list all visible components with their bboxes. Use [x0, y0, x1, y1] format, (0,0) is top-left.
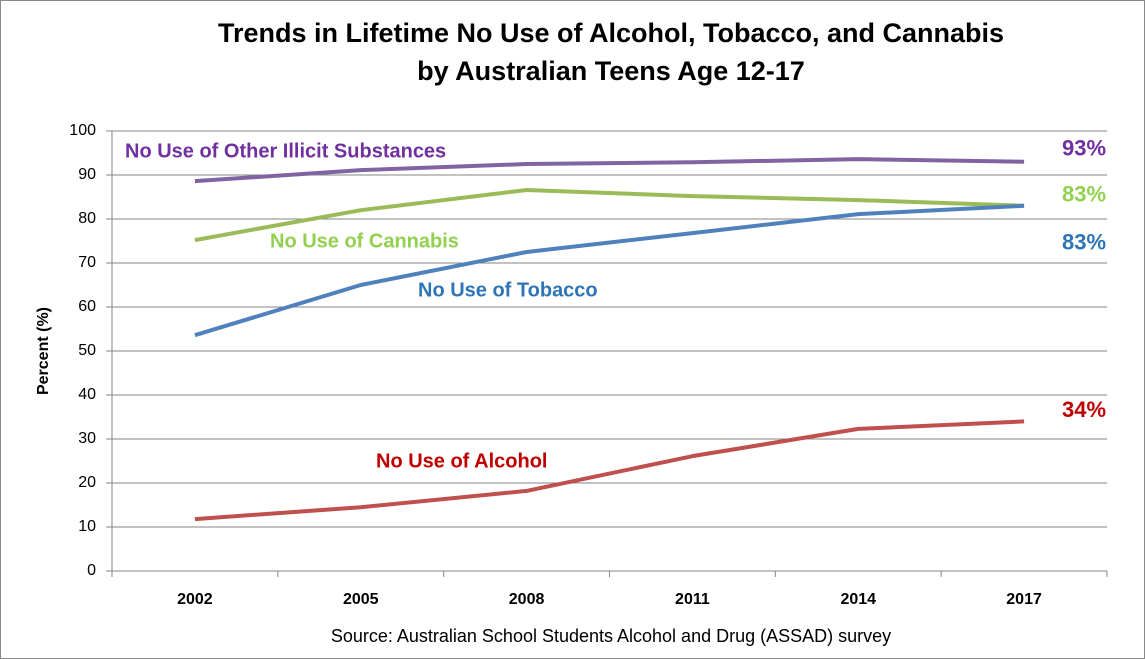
y-tick-label: 100 [69, 122, 96, 139]
x-tick-label: 2005 [343, 591, 379, 608]
series-line [194, 157, 1025, 184]
y-tick-label: 50 [78, 342, 96, 359]
value-label: 34% [1062, 397, 1106, 422]
x-tick-label: 2002 [177, 591, 213, 608]
value-label: 83% [1062, 230, 1106, 255]
series-label: No Use of Alcohol [376, 450, 547, 472]
x-tick-label: 2017 [1006, 591, 1042, 608]
series-line [194, 187, 1025, 243]
chart-title: by Australian Teens Age 12-17 [417, 56, 805, 86]
series-line [194, 419, 1025, 522]
x-tick-label: 2008 [509, 591, 545, 608]
value-label: 93% [1062, 136, 1106, 161]
source-note: Source: Australian School Students Alcoh… [331, 626, 891, 646]
series-line [194, 203, 1025, 338]
y-tick-label: 20 [78, 474, 96, 491]
y-tick-label: 60 [78, 298, 96, 315]
y-tick-label: 90 [78, 166, 96, 183]
y-tick-label: 30 [78, 430, 96, 447]
x-tick-label: 2014 [840, 591, 876, 608]
y-tick-label: 0 [87, 562, 96, 579]
x-tick-label: 2011 [675, 591, 710, 608]
series-label: No Use of Tobacco [418, 279, 598, 301]
y-tick-label: 40 [78, 386, 96, 403]
series-label: No Use of Other Illicit Substances [125, 140, 446, 162]
chart-title: Trends in Lifetime No Use of Alcohol, To… [218, 18, 1004, 48]
y-tick-label: 80 [78, 210, 96, 227]
series-label: No Use of Cannabis [270, 230, 459, 252]
y-tick-label: 70 [78, 254, 96, 271]
y-tick-label: 10 [78, 518, 96, 535]
value-label: 83% [1062, 182, 1106, 207]
y-axis-label: Percent (%) [35, 307, 52, 395]
